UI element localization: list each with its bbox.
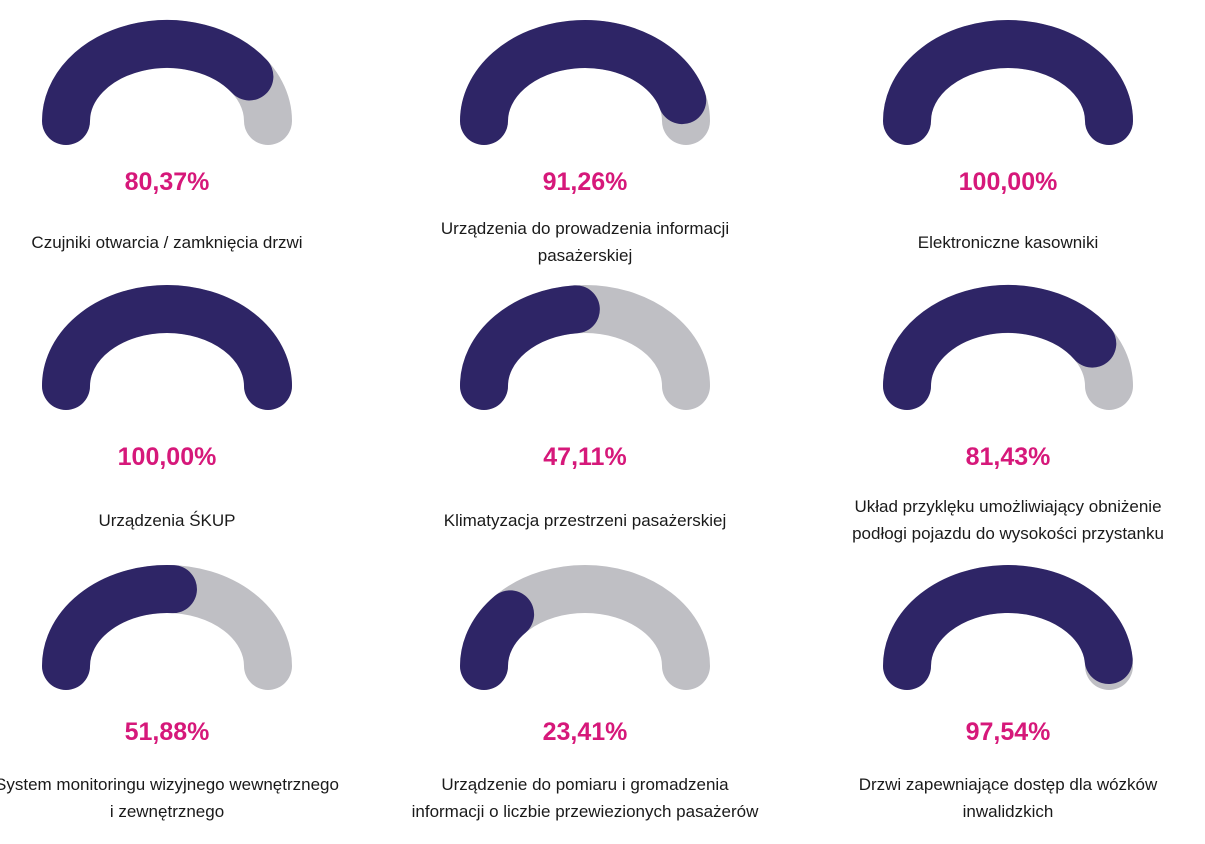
value-label: 100,00% bbox=[117, 443, 217, 471]
value-label: 91,26% bbox=[542, 168, 628, 196]
gauge-label: Elektroniczne kasowniki bbox=[917, 232, 1099, 252]
gauge-value bbox=[42, 285, 292, 410]
gauge-value bbox=[460, 590, 535, 690]
value-label: 80,37% bbox=[124, 168, 210, 196]
gauge-value bbox=[883, 564, 1133, 690]
gauge-label: System monitoringu wizyjnego wewnętrzneg… bbox=[0, 775, 339, 821]
value-label: 81,43% bbox=[965, 443, 1051, 471]
gauge-value bbox=[42, 20, 274, 145]
gauge-value bbox=[883, 285, 1117, 410]
value-label: 51,88% bbox=[124, 718, 210, 746]
gauge-label: Urządzenie do pomiaru i gromadzenia info… bbox=[411, 775, 759, 821]
gauge-value bbox=[460, 285, 600, 410]
value-label: 23,41% bbox=[542, 718, 628, 746]
gauge-label: Klimatyzacja przestrzeni pasażerskiej bbox=[443, 510, 727, 530]
gauge-label: Czujniki otwarcia / zamknięcia drzwi bbox=[31, 232, 303, 252]
gauge-label: Urządzenia ŚKUP bbox=[98, 510, 236, 530]
gauge-value bbox=[42, 565, 197, 690]
gauge-value bbox=[883, 20, 1133, 145]
gauge-label: Drzwi zapewniające dostęp dla wózków inw… bbox=[858, 775, 1158, 821]
value-label: 47,11% bbox=[543, 443, 627, 471]
value-label: 97,54% bbox=[965, 718, 1051, 746]
gauge-label: Urządzenia do prowadzenia informacji pas… bbox=[440, 219, 730, 265]
gauge-value bbox=[460, 20, 707, 145]
gauge-label: Układ przyklęku umożliwiający obniżenie … bbox=[852, 497, 1164, 543]
value-label: 100,00% bbox=[958, 168, 1058, 196]
